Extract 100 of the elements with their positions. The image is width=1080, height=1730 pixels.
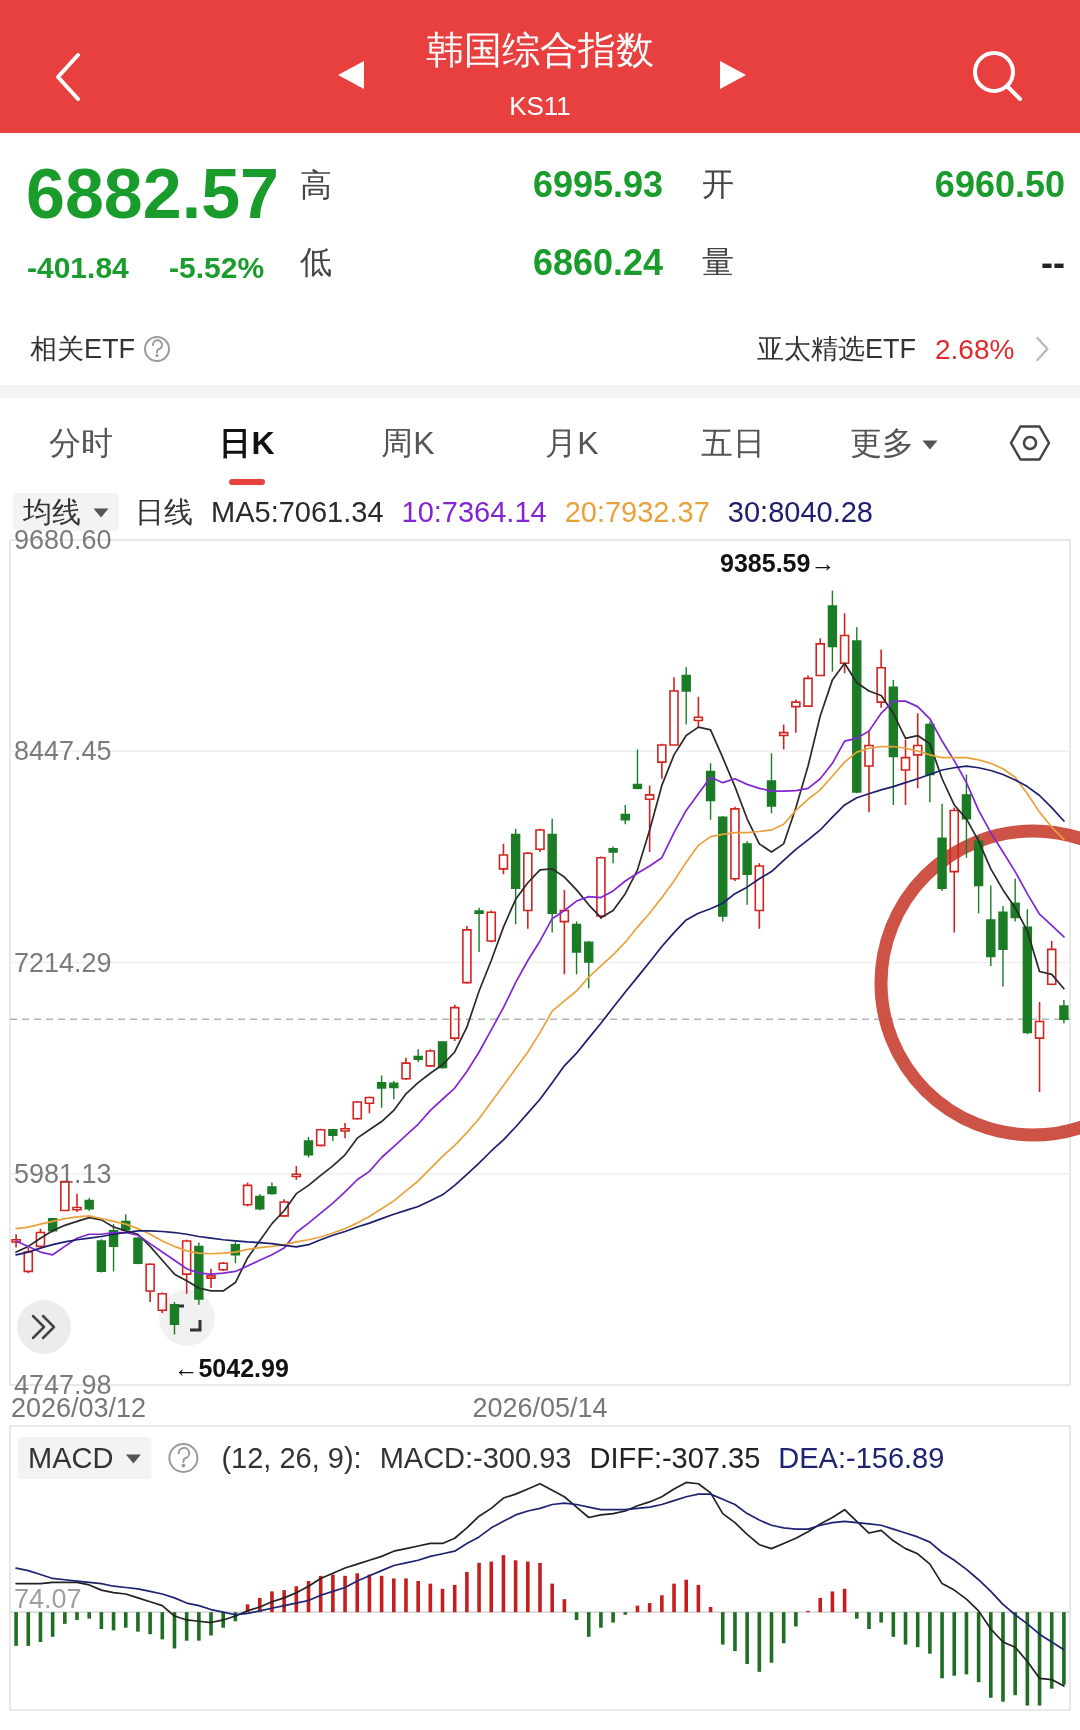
- candlestick: [864, 729, 874, 813]
- candlestick: [961, 773, 972, 859]
- candlestick: [669, 676, 679, 747]
- bar: [343, 1575, 347, 1613]
- candlestick: [11, 1233, 21, 1249]
- bar: [794, 1612, 798, 1627]
- candlestick: [608, 845, 618, 864]
- text: 10:7364.14: [401, 496, 547, 528]
- text: 量: [702, 244, 734, 280]
- bar: [209, 1612, 213, 1636]
- bar: [611, 1612, 615, 1623]
- bar: [745, 1612, 749, 1665]
- bar: [75, 1612, 79, 1620]
- candlestick: [815, 637, 826, 677]
- candlestick: [730, 805, 740, 882]
- bar: [586, 1612, 591, 1637]
- bar: [879, 1612, 883, 1623]
- bar: [136, 1612, 140, 1632]
- candlestick: [462, 925, 472, 985]
- bar: [720, 1612, 725, 1645]
- candlestick: [328, 1128, 338, 1142]
- candlestick: [242, 1181, 253, 1208]
- text: 2.68%: [935, 333, 1015, 365]
- bar: [160, 1612, 165, 1640]
- candlestick: [986, 884, 996, 967]
- text: 亚太精选ETF: [757, 334, 916, 364]
- bar: [391, 1578, 396, 1613]
- candlestick: [693, 695, 704, 728]
- bar: [952, 1612, 957, 1676]
- candlestick: [194, 1241, 204, 1306]
- candlestick: [754, 862, 765, 930]
- text: 周K: [381, 425, 435, 461]
- candlestick: [839, 612, 850, 675]
- candlestick: [596, 855, 606, 920]
- bar: [197, 1612, 201, 1641]
- text: 五日: [701, 425, 765, 461]
- bar: [477, 1562, 481, 1613]
- candlestick: [401, 1056, 411, 1081]
- candlestick: [449, 1004, 460, 1042]
- bar: [818, 1597, 823, 1613]
- text: 韩国综合指数: [426, 29, 654, 71]
- candlestick: [742, 840, 752, 906]
- bar: [623, 1612, 628, 1615]
- candlestick: [303, 1136, 314, 1159]
- candlestick: [547, 818, 557, 934]
- candlestick: [900, 739, 911, 806]
- annotation: 74.07: [14, 1584, 82, 1615]
- candlestick: [23, 1247, 34, 1274]
- candlestick: [1034, 1001, 1045, 1093]
- candlestick: [389, 1080, 399, 1100]
- text: 日K: [219, 425, 275, 461]
- candlestick: [206, 1267, 216, 1289]
- chart-subtitle: (12, 26, 9):: [221, 1442, 362, 1474]
- bar: [867, 1612, 871, 1630]
- bar: [489, 1561, 494, 1613]
- bar: [854, 1612, 859, 1619]
- bar: [928, 1612, 932, 1654]
- candlestick: [340, 1122, 350, 1139]
- candlestick: [181, 1238, 192, 1295]
- annotation: 9385.59→: [720, 548, 836, 577]
- bar: [940, 1612, 944, 1679]
- candlestick: [35, 1227, 46, 1249]
- candlestick: [778, 723, 789, 751]
- text: -5.52%: [169, 250, 265, 284]
- bar: [660, 1595, 664, 1613]
- candlestick: [72, 1192, 82, 1213]
- candlestick: [912, 712, 923, 790]
- text: 6995.93: [533, 163, 664, 205]
- series-label: DEA:-156.89: [778, 1442, 945, 1474]
- text: 相关ETF: [30, 334, 135, 364]
- text: 更多: [850, 425, 914, 461]
- bar: [1062, 1612, 1066, 1685]
- bar: [14, 1612, 18, 1646]
- bar: [148, 1612, 152, 1635]
- bar: [87, 1612, 91, 1619]
- candlestick: [766, 752, 777, 815]
- candlestick: [157, 1291, 168, 1314]
- candlestick: [620, 804, 630, 825]
- bar: [526, 1561, 530, 1613]
- y-tick-label: 7214.29: [14, 947, 112, 978]
- bar: [989, 1612, 993, 1698]
- text: 月K: [545, 425, 599, 461]
- chart-title: MACD: [28, 1442, 114, 1474]
- candlestick: [523, 851, 533, 930]
- candlestick: [376, 1074, 387, 1109]
- candlestick: [486, 909, 497, 943]
- candlestick: [413, 1048, 423, 1063]
- bar: [550, 1583, 554, 1613]
- text: MACD:-300.93: [379, 1442, 572, 1474]
- candlestick: [827, 589, 838, 673]
- candlestick: [474, 907, 484, 953]
- bar: [1001, 1612, 1005, 1702]
- candlestick: [267, 1181, 277, 1196]
- bar: [1013, 1612, 1017, 1696]
- bar: [599, 1612, 603, 1628]
- bar: [452, 1584, 457, 1613]
- text: 高: [300, 167, 332, 203]
- candlestick: [876, 648, 886, 709]
- y-tick-label: 8447.45: [14, 736, 112, 767]
- candlestick: [425, 1048, 436, 1068]
